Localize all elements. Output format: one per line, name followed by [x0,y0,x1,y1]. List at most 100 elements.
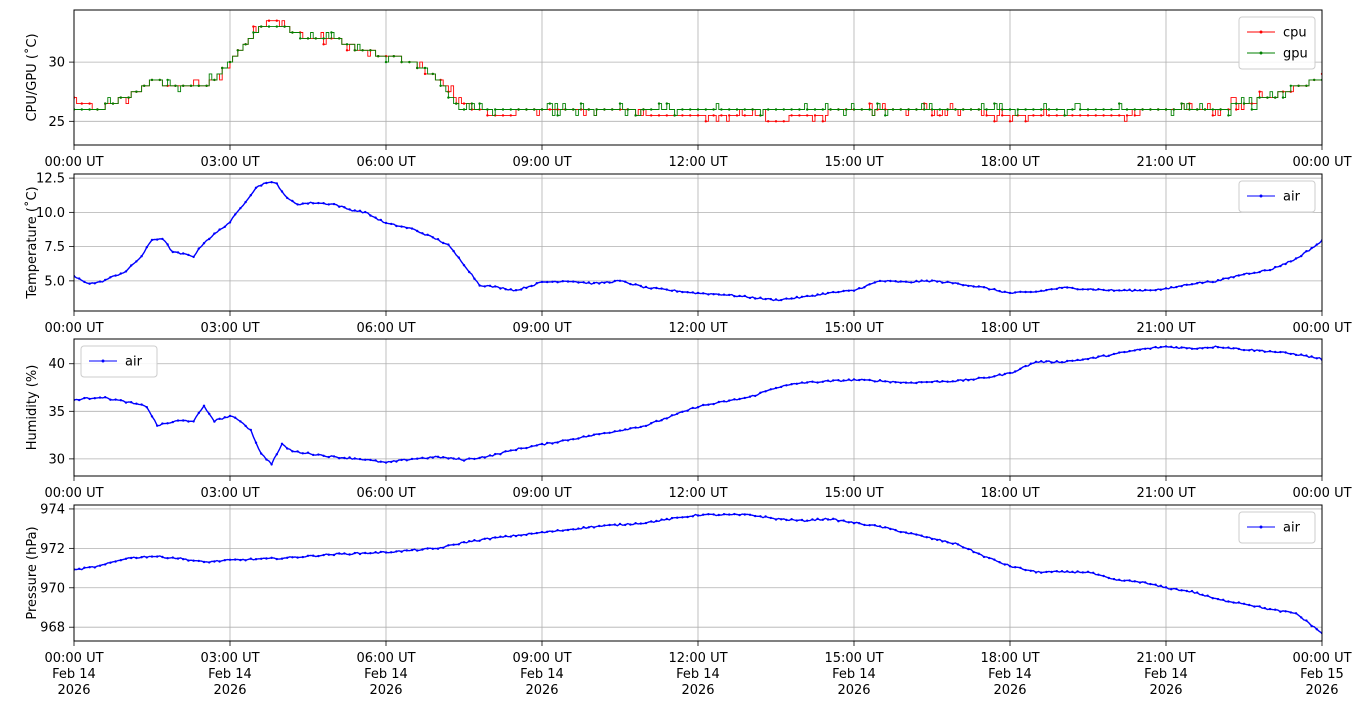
series-point-gpu [1281,96,1285,99]
series-point-air [712,513,715,516]
series-point-air [1279,264,1282,268]
series-point-air [405,459,408,462]
series-point-air [592,281,596,285]
series-point-air [322,454,325,457]
series-point-gpu [1242,102,1246,105]
series-point-air [223,559,226,562]
series-point-air [530,284,533,288]
series-point-air [176,557,180,560]
series-point-air [426,547,429,550]
series-point-air [156,424,159,427]
series-point-air [868,378,871,382]
series-point-cpu [1047,114,1051,117]
series-point-gpu [657,102,661,105]
y-tick-label: 10.0 [36,206,65,221]
series-point-air [608,281,611,284]
series-point-air [1175,587,1178,591]
series-point-gpu [985,108,988,111]
series-point-air [78,398,81,402]
series-point-air [176,419,180,422]
series-point-air [613,430,616,433]
series-point-air [312,554,315,557]
series-point-air [852,378,856,381]
x-tick-label-line: 03:00 UT [200,321,259,336]
series-point-cpu [275,19,278,22]
series-point-air [83,566,86,569]
series-point-air [338,457,341,460]
series-point-air [1263,269,1267,272]
series-point-air [140,403,143,406]
series-point-air [624,523,627,527]
series-point-air [774,518,778,521]
series-point-air [717,400,720,404]
series-point-air [811,518,814,521]
series-point-gpu [1125,108,1129,111]
legend-box [1238,511,1316,544]
series-point-air [280,442,284,445]
series-point-air [878,379,882,382]
series-point-air [930,279,934,282]
series-point-air [1258,349,1261,352]
series-point-air [1128,579,1131,582]
series-point-air [551,442,554,445]
series-point-air [738,397,741,401]
series-point-air [1133,580,1137,583]
series-point-air [447,457,450,460]
series-point-air [1024,568,1027,572]
series-point-air [468,540,471,543]
series-point-air [1164,287,1168,290]
series-point-gpu [923,108,926,111]
x-tick-label: 15:00 UT Feb 14 2026 [824,651,883,698]
series-point-gpu [735,108,739,111]
series-point-air [1175,285,1178,289]
series-point-air [208,237,211,241]
series-point-cpu [993,120,996,123]
series-point-air [660,287,663,290]
x-tick-label-line: 12:00 UT [668,155,727,170]
series-point-air [291,199,294,203]
series-point-air [228,221,232,224]
series-point-air [972,378,975,381]
series-point-air [712,293,715,296]
series-point-air [972,550,975,554]
series-point-air [457,543,460,546]
legend-label-air: air [125,355,143,370]
series-point-cpu [1024,120,1027,123]
series-point-air [431,456,434,459]
series-point-air [161,555,164,559]
series-point-air [171,556,174,559]
series-point-gpu [930,108,934,111]
series-point-gpu [353,49,356,52]
series-point-air [275,453,278,456]
series-point-air [1284,262,1287,266]
series-point-air [1144,288,1147,292]
series-point-air [1029,290,1033,294]
series-point-air [525,533,528,537]
series-point-air [1123,288,1126,292]
series-point-air [1211,346,1215,349]
series-point-air [670,289,674,292]
series-point-air [140,556,143,559]
series-point-air [842,519,845,522]
series-point-gpu [665,102,668,105]
series-point-air [1180,346,1183,349]
series-point-cpu [868,102,871,105]
series-point-air [1242,348,1246,352]
series-point-air [582,526,585,529]
series-point-air [1008,371,1012,375]
series-point-air [1128,288,1131,291]
series-point-air [1294,353,1298,357]
series-point-air [785,384,788,387]
series-point-gpu [962,108,965,111]
series-point-air [104,563,107,566]
series-point-air [863,286,866,289]
series-point-air [104,278,107,282]
series-point-air [722,293,726,296]
series-point-gpu [127,96,130,99]
series-point-cpu [650,114,653,117]
x-tick-label-line: 03:00 UT [200,155,259,170]
series-point-air [1097,288,1100,291]
series-point-air [1159,584,1163,587]
series-point-air [1034,290,1038,293]
series-point-air [520,447,523,450]
